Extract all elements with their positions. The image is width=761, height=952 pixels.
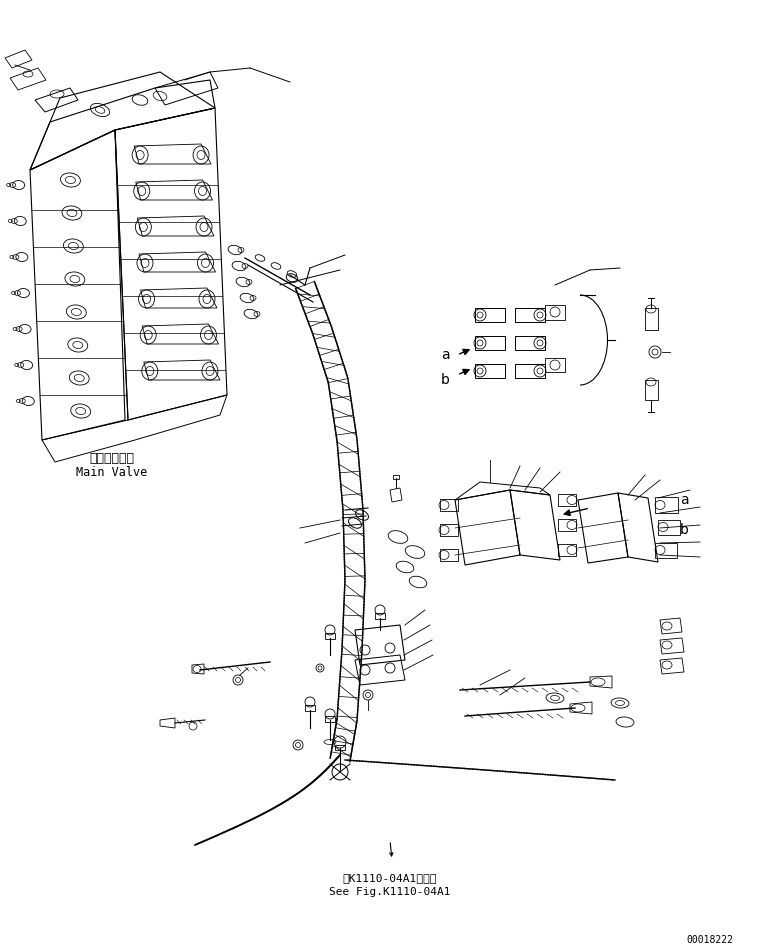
Text: a: a xyxy=(441,348,449,362)
Text: See Fig.K1110-04A1: See Fig.K1110-04A1 xyxy=(330,887,451,897)
Text: メインバルブ: メインバルブ xyxy=(90,451,135,465)
Text: a: a xyxy=(680,493,689,507)
Text: b: b xyxy=(441,373,450,387)
Text: b: b xyxy=(680,523,689,537)
Text: 第K1110-04A1図参照: 第K1110-04A1図参照 xyxy=(342,873,438,883)
Text: Main Valve: Main Valve xyxy=(76,466,148,479)
Text: 00018222: 00018222 xyxy=(686,935,734,945)
